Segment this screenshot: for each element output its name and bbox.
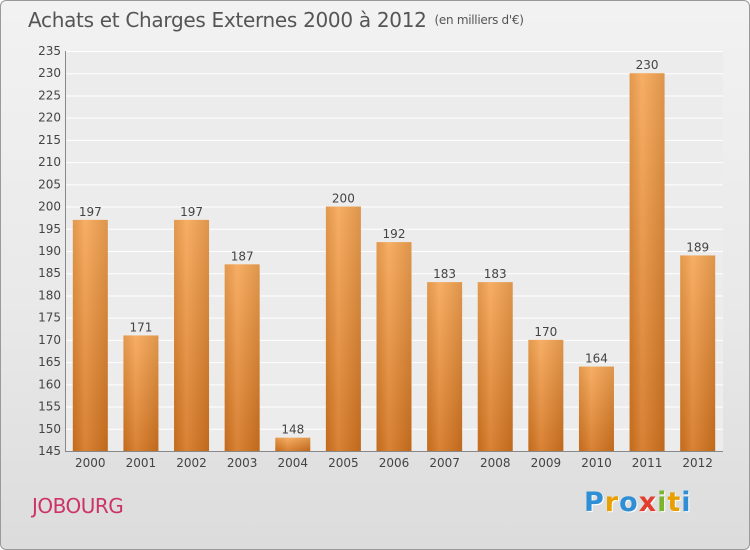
y-tick-label: 150 (38, 422, 61, 436)
data-label: 197 (79, 205, 102, 219)
x-tick-label: 2004 (277, 456, 308, 470)
x-tick-label: 2009 (531, 456, 562, 470)
chart-title-text: Achats et Charges Externes 2000 à 2012 (28, 8, 427, 32)
bar-shade (275, 437, 311, 451)
bar-shade (629, 73, 665, 451)
y-tick-label: 165 (38, 355, 61, 369)
commune-name: JOBOURG (32, 494, 124, 518)
x-tick-label: 2008 (480, 456, 511, 470)
data-label: 230 (636, 58, 659, 72)
data-label: 183 (484, 267, 507, 281)
y-tick-label: 235 (38, 44, 61, 58)
bar-shade (578, 366, 614, 451)
proxiti-logo: Proxiti (584, 487, 692, 518)
logo-letter: i (657, 487, 668, 518)
y-tick-label: 185 (38, 266, 61, 280)
data-label: 187 (231, 249, 254, 263)
x-tick-label: 2006 (379, 456, 410, 470)
bar-shade (376, 242, 412, 451)
data-label: 170 (534, 325, 557, 339)
data-label: 192 (383, 227, 406, 241)
x-tick-label: 2012 (682, 456, 713, 470)
y-tick-label: 210 (38, 155, 61, 169)
logo-letter: x (638, 487, 658, 518)
logo-letter: o (619, 487, 639, 518)
data-label: 148 (281, 423, 304, 437)
bar-shade (72, 219, 108, 451)
x-tick-label: 2000 (75, 456, 106, 470)
y-tick-label: 195 (38, 222, 61, 236)
x-tick-label: 2005 (328, 456, 359, 470)
data-label: 183 (433, 267, 456, 281)
y-tick-label: 205 (38, 177, 61, 191)
y-tick-label: 180 (38, 288, 61, 302)
bar-shade (123, 335, 159, 451)
y-tick-label: 155 (38, 400, 61, 414)
data-label: 171 (129, 320, 152, 334)
bar-shade (477, 282, 513, 451)
x-tick-label: 2011 (632, 456, 663, 470)
logo-letter: r (604, 487, 620, 518)
y-tick-label: 200 (38, 200, 61, 214)
y-tick-label: 220 (38, 111, 61, 125)
x-tick-label: 2007 (429, 456, 460, 470)
y-tick-label: 145 (38, 444, 61, 458)
y-tick-label: 160 (38, 377, 61, 391)
x-tick-label: 2001 (126, 456, 157, 470)
x-tick-label: 2002 (176, 456, 207, 470)
logo-letter: t (667, 487, 682, 518)
bar-shade (224, 264, 260, 451)
x-tick-label: 2003 (227, 456, 258, 470)
bar-shade (528, 339, 564, 451)
data-label: 197 (180, 205, 203, 219)
bar-shade (174, 219, 210, 451)
y-tick-label: 215 (38, 133, 61, 147)
chart-title: Achats et Charges Externes 2000 à 2012 (e… (28, 8, 524, 32)
data-label: 164 (585, 352, 608, 366)
logo-letter: i (681, 487, 692, 518)
chart-unit: (en milliers d'€) (434, 13, 524, 27)
bar-shade (427, 282, 463, 451)
bar-shade (325, 206, 361, 451)
logo-letter: P (584, 487, 605, 518)
bar-shade (680, 255, 716, 451)
data-label: 189 (686, 240, 709, 254)
y-tick-label: 170 (38, 333, 61, 347)
x-tick-label: 2010 (581, 456, 612, 470)
y-tick-label: 230 (38, 66, 61, 80)
data-label: 200 (332, 192, 355, 206)
y-tick-label: 225 (38, 88, 61, 102)
y-tick-label: 190 (38, 244, 61, 258)
y-tick-label: 175 (38, 311, 61, 325)
